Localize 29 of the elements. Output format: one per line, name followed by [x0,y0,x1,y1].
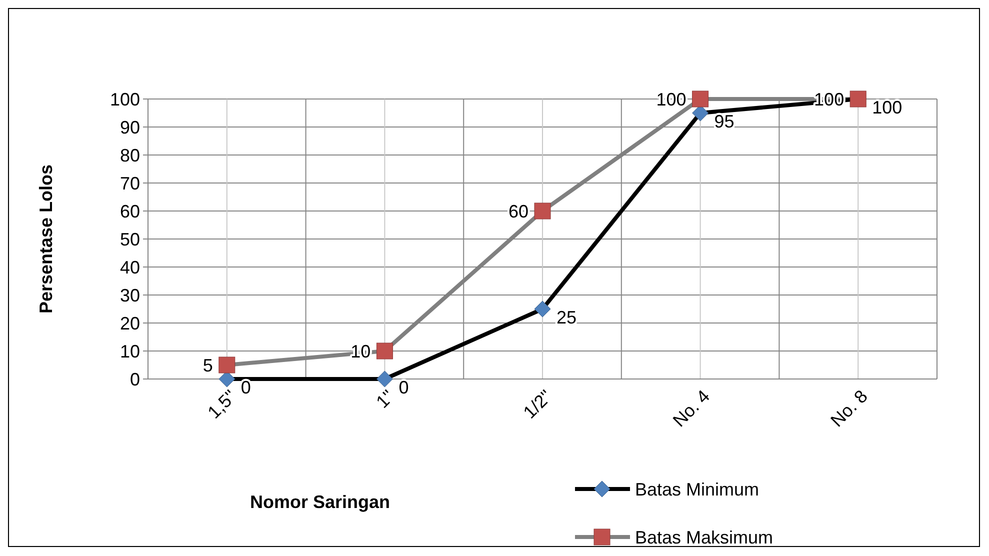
x-tick-label: 1,5" [204,386,240,422]
x-tick-label: 1" [372,386,398,412]
y-tick-label: 0 [130,369,140,390]
data-label: 60 [508,201,528,222]
y-tick-label: 80 [120,145,140,166]
y-tick-label: 40 [120,257,140,278]
x-axis-title: Nomor Saringan [250,492,390,512]
x-tick-label: No. 4 [669,386,714,431]
data-label: 5 [202,355,213,376]
y-tick-label: 100 [110,89,140,110]
y-tick-label: 10 [120,341,140,362]
y-tick-label: 50 [120,229,140,250]
legend-label: Batas Minimum [635,479,760,500]
y-tick-label: 90 [120,117,140,138]
data-label: 95 [714,111,734,132]
data-label: 0 [240,377,251,398]
y-axis-title: Persentase Lolos [36,164,56,314]
data-label: 10 [350,341,371,362]
data-label: 25 [556,307,577,328]
data-label: 100 [872,97,902,118]
y-tick-label: 20 [120,313,140,334]
y-tick-label: 30 [120,285,140,306]
data-label: 0 [398,377,409,398]
x-tick-label: 1/2" [519,386,556,422]
legend-label: Batas Maksimum [635,527,774,548]
x-tick-label: No. 8 [826,386,872,431]
y-tick-label: 60 [120,201,140,222]
data-label: 100 [656,89,686,110]
y-tick-label: 70 [120,173,140,194]
